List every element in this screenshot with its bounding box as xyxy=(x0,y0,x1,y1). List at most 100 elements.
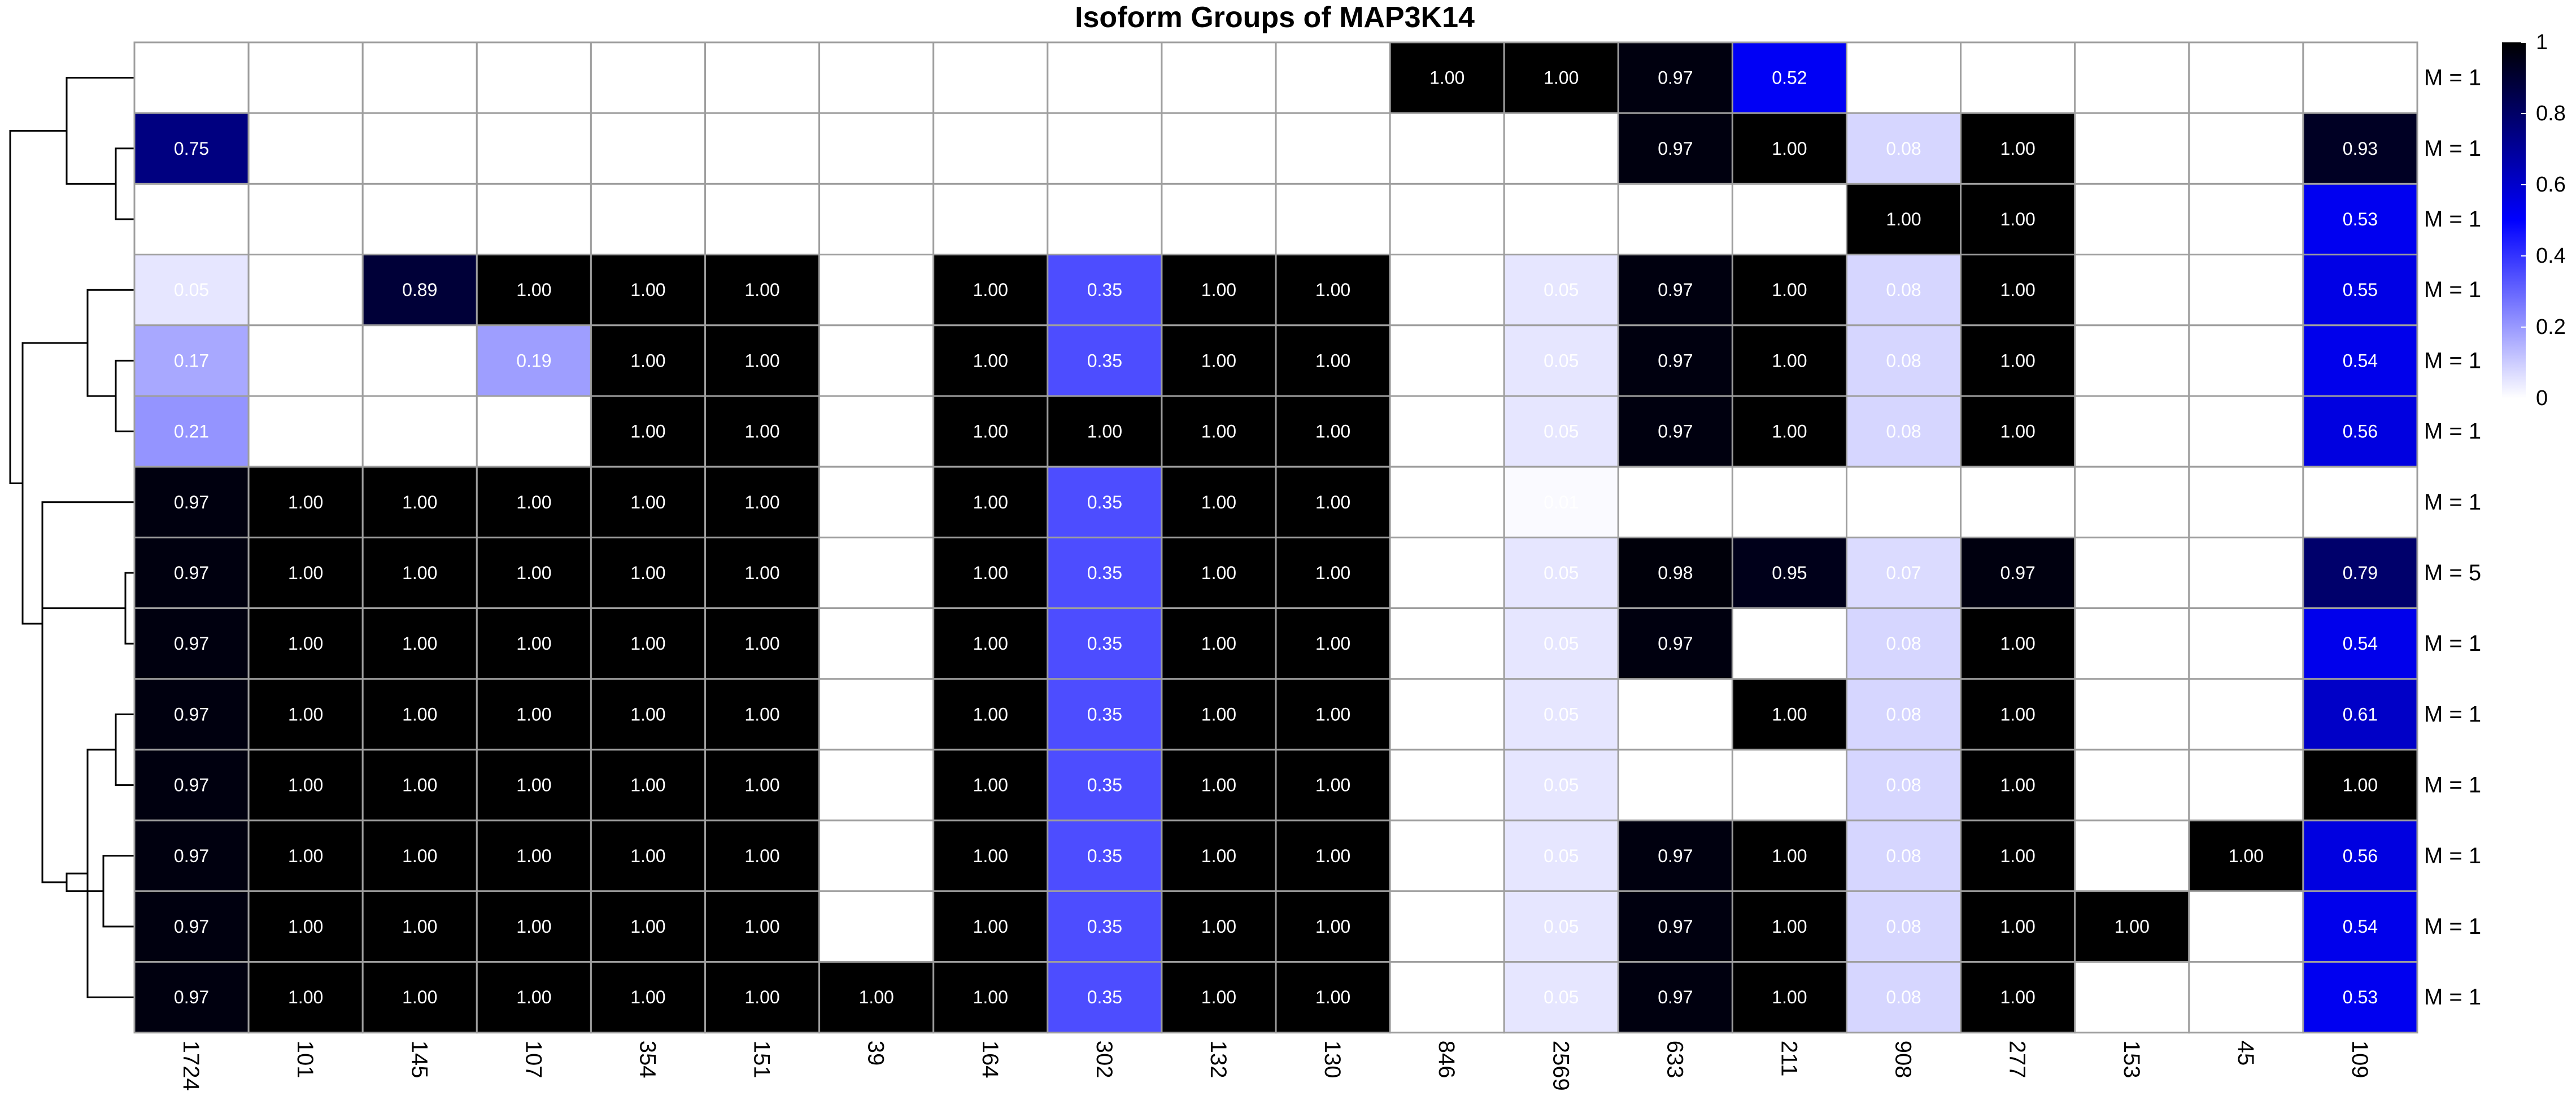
heatmap-cell xyxy=(1503,890,1619,963)
heatmap-cell xyxy=(133,678,250,751)
heatmap-cell xyxy=(247,182,364,256)
cell-value-label: 0.89 xyxy=(402,280,437,300)
heatmap-cell xyxy=(1617,961,1733,1034)
cell-value-label: 1.00 xyxy=(1772,280,1807,300)
dendrogram-branch xyxy=(115,359,134,433)
cell-value-label: 0.05 xyxy=(174,280,209,300)
cell-value-label: 0.35 xyxy=(1087,563,1122,583)
dendrogram-branch xyxy=(86,289,134,397)
cell-value-label: 0.08 xyxy=(1886,421,1921,442)
cell-value-label: 1.00 xyxy=(630,633,665,654)
cell-value-label: 1.00 xyxy=(288,775,323,795)
cell-value-label: 1.00 xyxy=(1315,280,1350,300)
heatmap-cell xyxy=(2074,749,2190,821)
cell-value-label: 1.00 xyxy=(402,987,437,1007)
heatmap-cell xyxy=(818,607,935,680)
heatmap-cell xyxy=(1846,890,1962,963)
cell-value-label: 0.01 xyxy=(1544,492,1579,512)
heatmap-cell xyxy=(2302,254,2418,327)
column-label: 109 xyxy=(2347,1041,2372,1078)
cell-value-label: 0.08 xyxy=(1886,775,1921,795)
cell-value-label: 1.00 xyxy=(1315,421,1350,442)
heatmap-cell xyxy=(704,607,821,680)
heatmap-cell xyxy=(1389,112,1505,185)
heatmap-cell xyxy=(133,395,250,468)
cell-value-label: 1.00 xyxy=(402,633,437,654)
heatmap-cell xyxy=(2074,536,2190,610)
cell-value-label: 1.00 xyxy=(288,916,323,937)
cell-value-label: 1.00 xyxy=(288,846,323,866)
cell-value-label: 0.97 xyxy=(174,916,209,937)
heatmap-cell xyxy=(247,536,364,610)
heatmap-cell xyxy=(1617,395,1733,468)
heatmap-cell xyxy=(1846,961,1962,1034)
legend-tick-label: 0 xyxy=(2536,386,2548,410)
heatmap-cell xyxy=(1275,536,1391,610)
heatmap-cell xyxy=(247,324,364,397)
heatmap-cell xyxy=(590,819,707,892)
column-label: 908 xyxy=(1891,1041,1916,1078)
cell-value-label: 1.00 xyxy=(630,421,665,442)
legend-tick-label: 0.6 xyxy=(2536,173,2566,197)
heatmap-cell xyxy=(2188,112,2304,185)
cell-value-label: 1.00 xyxy=(973,704,1008,724)
cell-value-label: 0.05 xyxy=(1544,775,1579,795)
heatmap-cell xyxy=(2188,819,2304,892)
heatmap-cell xyxy=(1047,182,1163,256)
heatmap-cell xyxy=(1389,395,1505,468)
heatmap-cell xyxy=(247,395,364,468)
cell-value-label: 1.00 xyxy=(1886,209,1921,229)
cell-value-label: 0.97 xyxy=(1658,421,1693,442)
heatmap-cell xyxy=(476,395,592,468)
cell-value-label: 0.05 xyxy=(1544,421,1579,442)
cell-value-label: 1.00 xyxy=(1315,987,1350,1007)
row-label: M = 1 xyxy=(2424,773,2481,798)
cell-value-label: 1.00 xyxy=(2000,280,2035,300)
heatmap-cell xyxy=(704,254,821,327)
cell-value-label: 1.00 xyxy=(516,280,551,300)
heatmap-cell xyxy=(1503,254,1619,327)
cell-value-label: 0.08 xyxy=(1886,987,1921,1007)
cell-value-label: 0.35 xyxy=(1087,492,1122,512)
heatmap-cell xyxy=(1161,41,1277,114)
heatmap-cell xyxy=(2302,112,2418,185)
cell-value-label: 1.00 xyxy=(1315,916,1350,937)
heatmap-cell xyxy=(1503,324,1619,397)
heatmap-cell xyxy=(2188,41,2304,114)
heatmap-cell xyxy=(1161,112,1277,185)
cell-value-label: 1.00 xyxy=(516,916,551,937)
column-label: 132 xyxy=(1206,1041,1231,1078)
column-label: 145 xyxy=(407,1041,431,1078)
dendrogram-branch xyxy=(115,713,134,786)
cell-value-label: 1.00 xyxy=(516,775,551,795)
row-label: M = 5 xyxy=(2424,560,2481,585)
heatmap-cell xyxy=(2188,607,2304,680)
cell-value-label: 1.00 xyxy=(2000,916,2035,937)
heatmap-cell xyxy=(590,890,707,963)
cell-value-label: 1.00 xyxy=(2229,846,2264,866)
cell-value-label: 0.05 xyxy=(1544,563,1579,583)
heatmap-cell xyxy=(2074,324,2190,397)
heatmap-cell xyxy=(2074,466,2190,538)
heatmap-cell xyxy=(1846,678,1962,751)
heatmap-cell xyxy=(1161,395,1277,468)
cell-value-label: 0.19 xyxy=(516,350,551,371)
heatmap-cell xyxy=(1731,749,1847,821)
heatmap-cell xyxy=(1960,607,2076,680)
heatmap-cell xyxy=(1960,466,2076,538)
cell-value-label: 1.00 xyxy=(2343,775,2378,795)
heatmap-cell xyxy=(2188,254,2304,327)
cell-value-label: 1.00 xyxy=(288,987,323,1007)
cell-value-label: 1.00 xyxy=(1315,633,1350,654)
cell-value-label: 1.00 xyxy=(402,775,437,795)
cell-value-label: 1.00 xyxy=(973,421,1008,442)
heatmap-cell xyxy=(1503,395,1619,468)
heatmap-cell xyxy=(704,41,821,114)
heatmap-cell xyxy=(1617,819,1733,892)
cell-value-label: 0.97 xyxy=(174,563,209,583)
legend-tick-label: 0.8 xyxy=(2536,102,2566,125)
dendrogram-branch xyxy=(9,130,67,485)
cell-value-label: 0.56 xyxy=(2343,421,2378,442)
cell-value-label: 1.00 xyxy=(516,563,551,583)
heatmap-cell xyxy=(704,961,821,1034)
